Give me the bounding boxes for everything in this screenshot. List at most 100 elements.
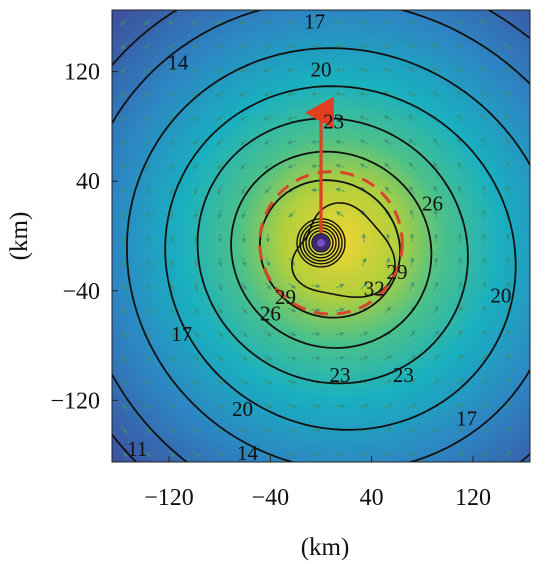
wind-vector-head (239, 67, 245, 73)
wind-vector-head (264, 140, 269, 145)
wind-vector-head (435, 427, 440, 432)
wind-vector-head (316, 451, 321, 457)
wind-vector-head (195, 428, 200, 433)
wind-vector-head (292, 403, 297, 409)
wind-vector-head (481, 281, 487, 287)
wind-vector-head (311, 163, 316, 169)
wind-vector-head (192, 20, 197, 25)
wind-vector-head (339, 283, 345, 289)
wind-vector-head (195, 452, 200, 457)
contour-line (126, 47, 530, 462)
contour-label: 29 (387, 260, 408, 284)
wind-vector-head (122, 452, 128, 458)
wind-vector-head (434, 306, 439, 311)
wind-vector-head (241, 188, 246, 194)
wind-vector-head (146, 428, 152, 434)
wind-vector-head (387, 355, 392, 360)
wind-vector-head (122, 428, 128, 434)
wind-vector-head (169, 214, 175, 219)
wind-vector-head (145, 141, 150, 146)
wind-vector-head (506, 426, 512, 432)
contour-label: 23 (393, 363, 414, 387)
wind-vector-head (505, 329, 511, 335)
wind-vector-head (456, 43, 462, 48)
wind-vector-head (217, 164, 222, 170)
wind-vector-head (287, 19, 292, 25)
wind-vector-head (506, 402, 511, 408)
wind-vector-head (385, 186, 390, 192)
wind-vector-head (292, 451, 297, 457)
wind-vector-head (243, 356, 248, 361)
contour-label: 14 (167, 51, 189, 75)
wind-vector-head (216, 116, 222, 121)
wind-vector-head (433, 138, 438, 144)
wind-vector-head (383, 19, 389, 25)
x-tick-label: −40 (252, 485, 290, 511)
wind-vector-head (386, 306, 392, 312)
wind-vector-head (384, 163, 390, 168)
wind-vector-head (122, 357, 127, 362)
eye-dot (317, 238, 325, 247)
wind-vector-head (243, 427, 249, 433)
rmw-dashed-ring (258, 170, 404, 316)
wind-vector-head (335, 91, 340, 97)
wind-vector-head (121, 92, 126, 98)
wind-vector-head (241, 213, 247, 219)
wind-vector-head (385, 233, 391, 238)
wind-vector-head (263, 91, 269, 97)
wind-vector-head (121, 333, 127, 339)
wind-vector-head (193, 189, 199, 195)
wind-vector-head (316, 355, 321, 361)
contour-label: 20 (232, 397, 253, 421)
wind-vector-head (122, 404, 127, 410)
wind-vector-head (265, 261, 271, 267)
contour-line (230, 150, 433, 349)
wind-vector-head (359, 67, 365, 73)
wind-vector-head (311, 19, 316, 25)
y-tick-label: −120 (50, 388, 100, 414)
wind-vector-head (411, 403, 416, 408)
wind-vector-head (505, 161, 511, 167)
wind-vector-head (457, 162, 462, 167)
wind-vector-head (456, 19, 461, 24)
wind-vector-head (359, 139, 365, 145)
wind-vector-head (193, 285, 199, 291)
wind-vector-head (432, 43, 437, 48)
wind-vector-head (242, 308, 247, 314)
wind-vector-head (409, 209, 415, 215)
wind-vector-head (311, 67, 316, 73)
contour-label: 20 (311, 57, 332, 81)
wind-vector-head (409, 257, 415, 263)
wind-vector-head (287, 163, 293, 169)
wind-vector-head (410, 355, 416, 360)
wind-vector-head (287, 139, 293, 145)
wind-vector-head (241, 261, 247, 267)
wind-vector-head (408, 91, 413, 96)
wind-vector-head (291, 307, 297, 313)
wind-vector-head (311, 139, 316, 145)
x-tick-label: −120 (144, 485, 194, 511)
wind-vector-head (433, 185, 439, 191)
wind-vector-head (170, 404, 176, 410)
wind-vector-head (481, 305, 487, 311)
y-tick-label: 120 (64, 60, 100, 86)
wind-vector-head (168, 20, 173, 25)
wind-vector-head (170, 356, 175, 362)
wind-vector-head (145, 165, 151, 171)
wind-vector-head (434, 330, 439, 336)
wind-vector-head (363, 355, 369, 361)
wind-vector-head (145, 116, 150, 122)
wind-vector-head (145, 309, 151, 315)
wind-vector-head (263, 67, 269, 73)
wind-vector-head (287, 91, 292, 97)
y-tick-label: −40 (62, 279, 100, 305)
wind-vector-head (505, 114, 510, 119)
wind-vector-head (410, 330, 416, 336)
wind-vector-head (267, 332, 272, 337)
wind-vector-head (456, 67, 462, 72)
contour-label: 11 (127, 437, 147, 461)
wind-vector-head (194, 380, 200, 386)
wind-vector-head (387, 427, 393, 433)
